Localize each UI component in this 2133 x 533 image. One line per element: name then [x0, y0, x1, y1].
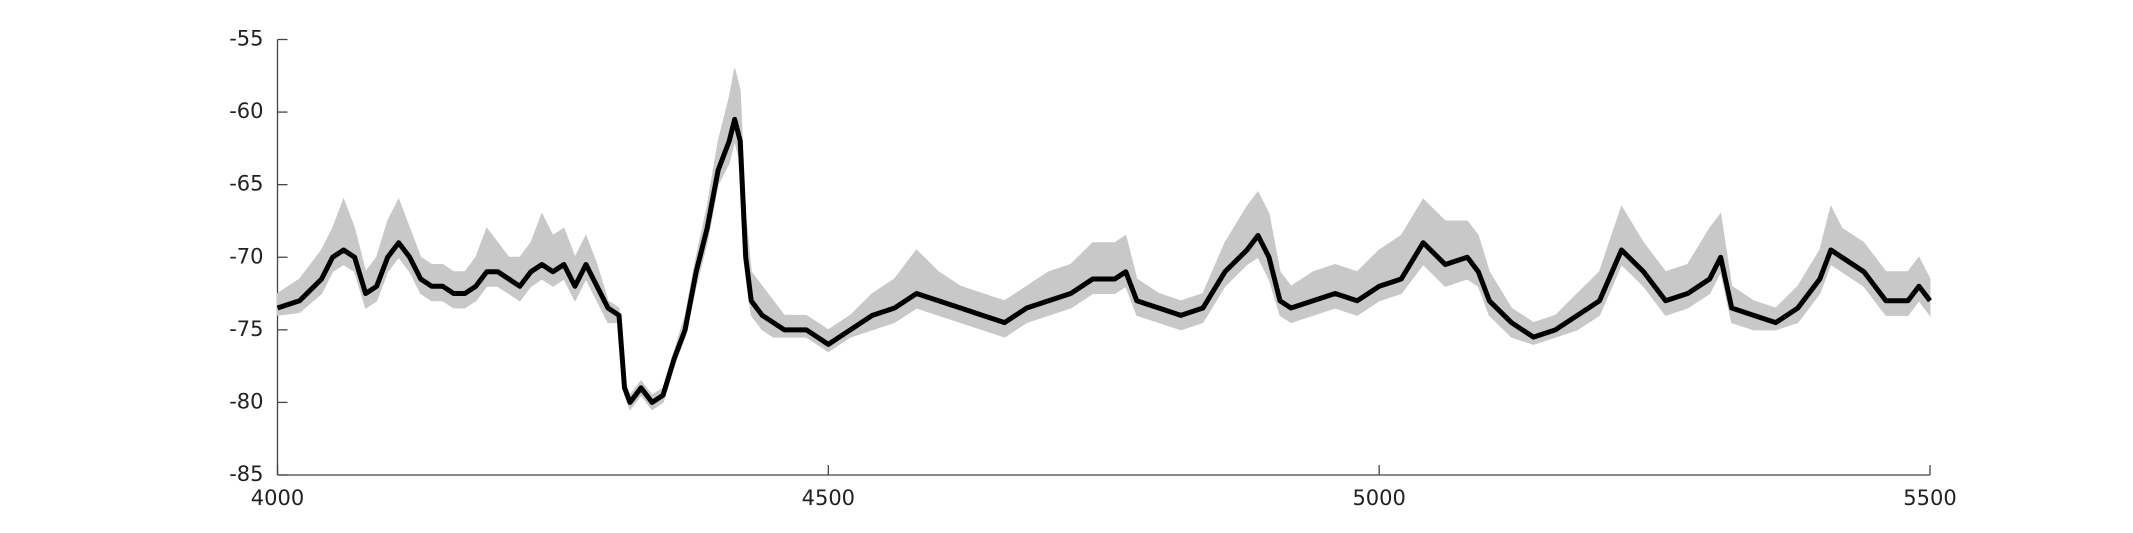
x-tick-label: 4500 [802, 486, 855, 510]
y-tick-label: -60 [229, 99, 263, 123]
y-tick-label: -85 [229, 462, 263, 486]
x-tick-label: 5000 [1352, 486, 1405, 510]
y-tick-label: -70 [229, 244, 263, 268]
y-tick-label: -75 [229, 317, 263, 341]
y-tick-label: -65 [229, 172, 263, 196]
y-tick-label: -80 [229, 389, 263, 413]
x-tick-label: 4000 [251, 486, 304, 510]
x-tick-label: 5500 [1903, 486, 1956, 510]
mean-line [276, 116, 1932, 405]
y-tick-label: -55 [229, 27, 263, 51]
noise-band [277, 68, 1931, 411]
